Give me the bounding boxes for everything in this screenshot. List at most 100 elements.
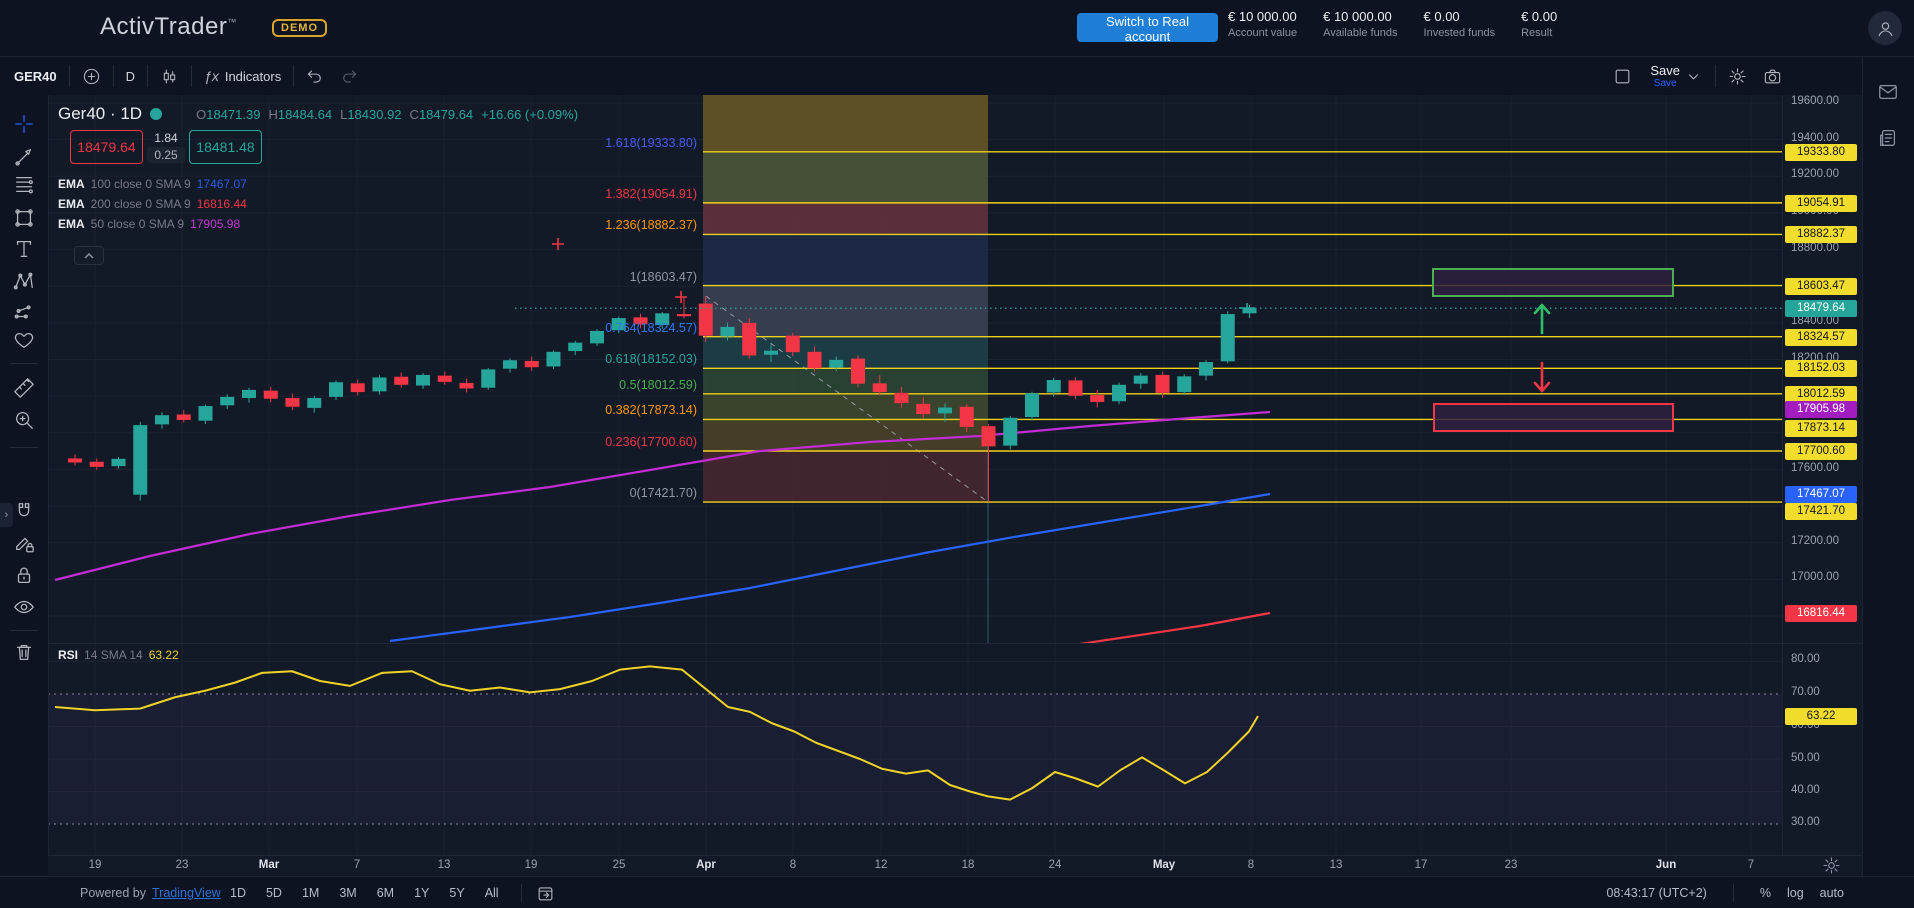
- spread-value: 0.25: [147, 147, 185, 163]
- indicator-legend-row[interactable]: EMA 200 close 0 SMA 9 16816.44: [58, 197, 247, 211]
- mail-icon[interactable]: [1877, 81, 1899, 103]
- rsi-line: [54, 665, 1259, 801]
- fib-retracement-icon[interactable]: [13, 173, 35, 195]
- trademark: ™: [227, 17, 237, 27]
- range-5d-button[interactable]: 5D: [265, 886, 282, 900]
- trend-line-icon[interactable]: [13, 146, 35, 168]
- person-icon: [1876, 19, 1895, 38]
- axis-settings-gear-icon[interactable]: [1822, 856, 1841, 875]
- lock-all-icon[interactable]: [13, 564, 35, 586]
- axis-label: 40.00: [1791, 784, 1820, 796]
- clock: 08:43:17 (UTC+2): [1606, 886, 1707, 900]
- account-stat: € 0.00 Result: [1521, 9, 1558, 39]
- save-chevron-down-icon[interactable]: [1684, 67, 1703, 86]
- edit-lock-icon[interactable]: [13, 532, 35, 554]
- interval-button[interactable]: D: [125, 68, 136, 84]
- sidebar-expander[interactable]: ›: [0, 503, 13, 527]
- magnet-icon[interactable]: [13, 501, 35, 523]
- time-tick: 7: [353, 859, 361, 871]
- right-side-panel: [1862, 57, 1914, 908]
- range-all-button[interactable]: All: [484, 886, 499, 900]
- high-value: 18484.64: [277, 106, 333, 122]
- time-axis[interactable]: 19 23 Mar 7 13 19 25 Apr 8 12 18 24 May 8 13 17 23 Jun 7: [48, 855, 1862, 876]
- redo-icon[interactable]: [339, 67, 358, 86]
- axis-label: 17600.00: [1791, 462, 1839, 474]
- settings-gear-icon[interactable]: [1728, 67, 1747, 86]
- range-3m-button[interactable]: 3M: [339, 886, 357, 900]
- fib-level-label: 1.382(19054.91): [605, 186, 697, 201]
- hide-all-icon[interactable]: [13, 596, 35, 618]
- close-value: 18479.64: [418, 106, 474, 122]
- symbol-label[interactable]: GER40: [14, 68, 57, 84]
- range-1y-button[interactable]: 1Y: [414, 886, 430, 900]
- axis-label: 19200.00: [1791, 168, 1839, 180]
- shapes-icon[interactable]: [13, 207, 35, 229]
- time-tick: 13: [1329, 859, 1343, 871]
- switch-to-real-account-button[interactable]: Switch to Real account: [1077, 13, 1218, 44]
- legend-title[interactable]: Ger40 · 1D: [58, 104, 143, 123]
- tradingview-link[interactable]: TradingView: [152, 886, 221, 900]
- axis-label: 50.00: [1791, 752, 1820, 764]
- go-to-date-icon[interactable]: [536, 884, 555, 903]
- text-icon[interactable]: [13, 238, 35, 260]
- time-tick: Mar: [258, 859, 280, 871]
- range-5y-button[interactable]: 5Y: [449, 886, 465, 900]
- account-stat: € 10 000.00 Account value: [1228, 9, 1298, 39]
- layout-icon[interactable]: [1613, 67, 1632, 86]
- legend-collapse-button[interactable]: [74, 246, 104, 265]
- time-tick: 17: [1414, 859, 1428, 871]
- forecast-icon[interactable]: [13, 300, 35, 322]
- price-axis[interactable]: 19600.0019400.0019200.0019000.0018800.00…: [1782, 95, 1863, 875]
- price-badge: 19054.91: [1785, 194, 1857, 212]
- range-1m-button[interactable]: 1M: [301, 886, 320, 900]
- axis-label: 18800.00: [1791, 242, 1839, 254]
- price-badge: 17700.60: [1785, 442, 1857, 460]
- zone-box: [1432, 268, 1674, 297]
- price-badge: 16816.44: [1785, 604, 1857, 622]
- xabcd-pattern-icon[interactable]: [13, 270, 35, 292]
- price-badge: 63.22: [1785, 707, 1857, 725]
- time-tick: 18: [961, 859, 975, 871]
- price-chart-canvas[interactable]: [48, 95, 1782, 875]
- auto-scale-button[interactable]: auto: [1819, 886, 1844, 900]
- save-button[interactable]: Save Save: [1650, 62, 1680, 89]
- buy-ask-button[interactable]: 18481.48: [189, 130, 262, 164]
- price-badge: 19333.80: [1785, 143, 1857, 161]
- favorites-heart-icon[interactable]: [13, 329, 35, 351]
- avatar[interactable]: [1868, 11, 1902, 45]
- fib-level-lines: [703, 151, 1782, 503]
- ruler-icon[interactable]: [13, 377, 35, 399]
- axis-label: 17200.00: [1791, 535, 1839, 547]
- indicators-button[interactable]: ƒx Indicators: [204, 68, 282, 84]
- range-1d-button[interactable]: 1D: [230, 886, 246, 900]
- candles-layer: [68, 296, 1257, 503]
- rsi-legend: RSI 14 SMA 14 63.22: [58, 648, 179, 662]
- sell-bid-button[interactable]: 18479.64: [70, 130, 143, 164]
- indicator-legend-row[interactable]: EMA 50 close 0 SMA 9 17905.98: [58, 217, 241, 231]
- price-pane: [54, 95, 1782, 643]
- undo-icon[interactable]: [306, 67, 325, 86]
- top-bar: ActivTrader™ DEMO Switch to Real account…: [0, 0, 1914, 57]
- axis-label: 19600.00: [1791, 95, 1839, 107]
- anchor-plus-marker: [675, 291, 687, 303]
- zoom-in-icon[interactable]: [13, 409, 35, 431]
- screenshot-camera-icon[interactable]: [1763, 67, 1782, 86]
- price-badge: 18603.47: [1785, 277, 1857, 295]
- remove-drawings-icon[interactable]: [13, 641, 35, 663]
- range-6m-button[interactable]: 6M: [376, 886, 395, 900]
- chart-type-icon[interactable]: [160, 67, 179, 86]
- pane-divider[interactable]: [48, 643, 1862, 644]
- percent-scale-button[interactable]: %: [1759, 886, 1771, 900]
- fib-level-label: 0(17421.70): [629, 486, 697, 501]
- low-value: 18430.92: [347, 106, 402, 122]
- chart-legend: Ger40 · 1D O18471.39 H18484.64 L18430.92…: [58, 104, 579, 123]
- log-scale-button[interactable]: log: [1786, 886, 1804, 900]
- add-symbol-icon[interactable]: [82, 67, 101, 86]
- anchor-plus-marker: [552, 238, 564, 250]
- news-icon[interactable]: [1877, 127, 1899, 149]
- price-badge: 18012.59: [1785, 385, 1857, 403]
- time-tick: 12: [874, 859, 888, 871]
- indicator-legend-row[interactable]: EMA 100 close 0 SMA 9 17467.07: [58, 177, 247, 191]
- crosshair-icon[interactable]: [13, 113, 35, 135]
- fib-bands: [703, 95, 988, 503]
